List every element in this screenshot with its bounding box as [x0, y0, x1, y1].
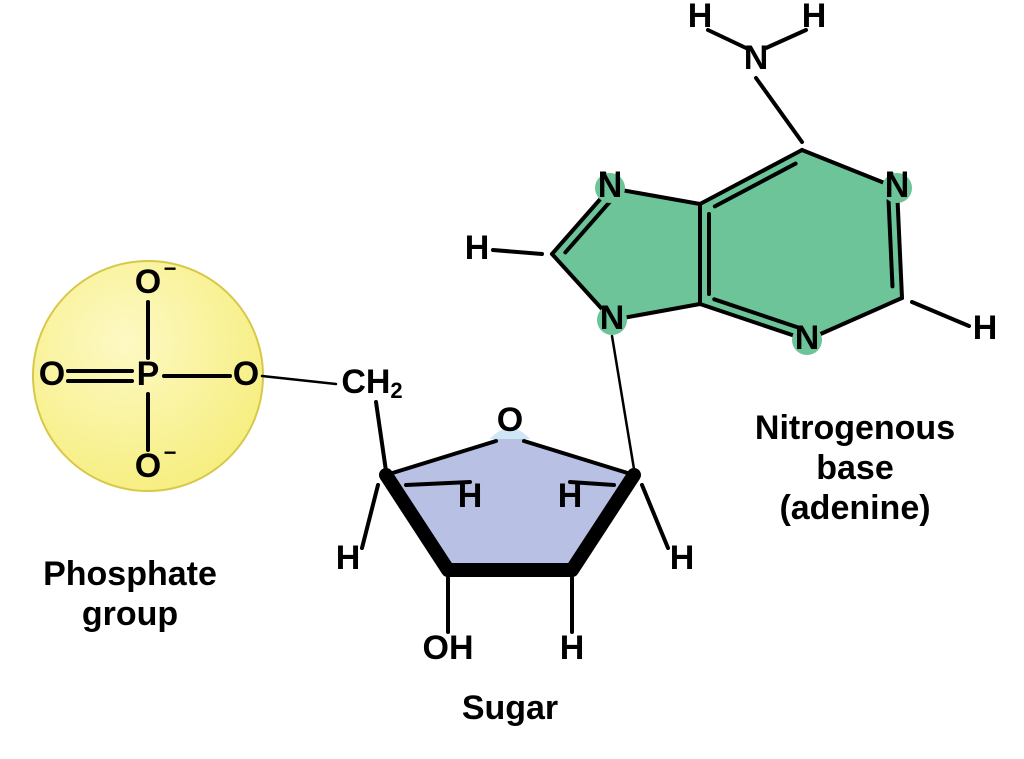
svg-text:Phosphate: Phosphate: [43, 555, 217, 593]
svg-text:N: N: [744, 39, 769, 77]
svg-text:O: O: [135, 447, 161, 485]
svg-text:O: O: [39, 355, 65, 393]
svg-text:P: P: [137, 355, 160, 393]
svg-text:H: H: [336, 539, 361, 577]
svg-text:H: H: [973, 309, 998, 347]
svg-text:H: H: [670, 539, 695, 577]
svg-text:O: O: [135, 263, 161, 301]
svg-text:H: H: [560, 629, 585, 667]
svg-text:(adenine): (adenine): [779, 489, 930, 527]
svg-text:base: base: [816, 449, 894, 487]
svg-text:N: N: [600, 299, 625, 337]
svg-text:O: O: [233, 355, 259, 393]
svg-text:H: H: [465, 229, 490, 267]
svg-text:N: N: [885, 167, 910, 205]
svg-text:N: N: [598, 167, 623, 205]
nucleotide-diagram: PO−O−OOCH2PhosphategroupOHHHHOHHSugarNNN…: [0, 0, 1024, 759]
svg-text:Nitrogenous: Nitrogenous: [755, 409, 955, 447]
svg-text:O: O: [497, 401, 523, 439]
svg-text:group: group: [82, 595, 178, 633]
svg-text:H: H: [802, 0, 827, 35]
svg-text:N: N: [795, 319, 820, 357]
svg-text:Sugar: Sugar: [462, 689, 558, 727]
svg-text:H: H: [558, 477, 583, 515]
svg-text:H: H: [688, 0, 713, 35]
svg-text:H: H: [458, 477, 483, 515]
svg-text:−: −: [164, 440, 177, 465]
svg-text:OH: OH: [423, 629, 474, 667]
svg-text:−: −: [164, 256, 177, 281]
